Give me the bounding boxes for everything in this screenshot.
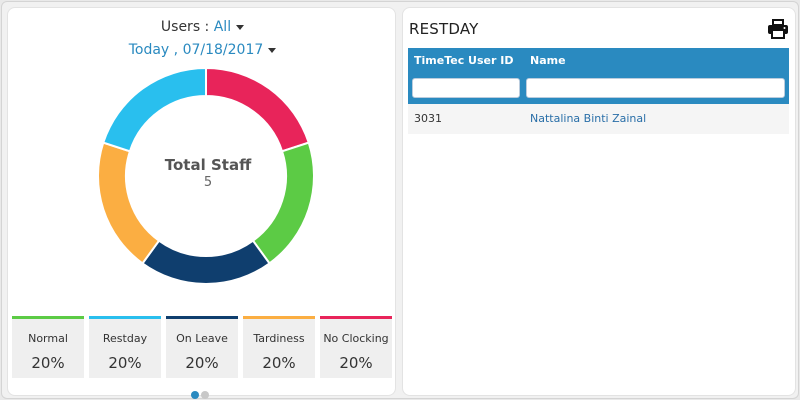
users-filter-value[interactable]: All (213, 19, 232, 35)
donut-center-title: Total Staff (164, 156, 252, 174)
donut-segment-no-clocking[interactable] (205, 66, 310, 153)
staff-donut-chart (97, 66, 315, 285)
stat-color-bar (166, 316, 238, 319)
stat-label: Restday (102, 332, 148, 345)
restday-panel: RESTDAY TimeTec User ID Name 3031 Nattal… (402, 7, 796, 396)
restday-table: TimeTec User ID Name 3031 Nattalina Bint… (408, 48, 789, 134)
stat-card-restday[interactable]: Restday 20% (89, 316, 161, 378)
stat-color-bar (89, 316, 161, 319)
stat-label: Tardiness (253, 332, 305, 345)
column-header-name[interactable]: Name (530, 54, 566, 67)
user-id-filter-input[interactable] (412, 78, 520, 98)
printer-icon[interactable] (767, 19, 789, 39)
stat-value: 20% (185, 354, 219, 372)
stat-card-normal[interactable]: Normal 20% (12, 316, 84, 378)
stat-card-on-leave[interactable]: On Leave 20% (166, 316, 238, 378)
users-filter[interactable]: Users : All (8, 19, 397, 35)
stat-value: 20% (339, 354, 373, 372)
stat-value: 20% (31, 354, 65, 372)
stat-color-bar (243, 316, 315, 319)
donut-center-value: 5 (203, 175, 213, 190)
stat-card-no-clocking[interactable]: No Clocking 20% (320, 316, 392, 378)
table-row[interactable]: 3031 Nattalina Binti Zainal (408, 104, 789, 134)
stat-label: On Leave (176, 332, 228, 345)
chevron-down-icon[interactable] (236, 24, 245, 30)
stat-cards: Normal 20% Restday 20% On Leave 20% Tard… (12, 316, 393, 378)
cell-name[interactable]: Nattalina Binti Zainal (530, 112, 647, 125)
carousel-pager (191, 384, 211, 400)
stat-value: 20% (262, 354, 296, 372)
stat-label: No Clocking (323, 332, 389, 345)
pager-dot-2[interactable] (201, 391, 209, 399)
stat-value: 20% (108, 354, 142, 372)
date-filter-prefix: Today , (128, 42, 183, 58)
donut-segment-restday[interactable] (102, 66, 207, 153)
donut-segment-on-leave[interactable] (141, 239, 271, 285)
chevron-down-icon[interactable] (268, 47, 277, 53)
stat-card-tardiness[interactable]: Tardiness 20% (243, 316, 315, 378)
stat-color-bar (12, 316, 84, 319)
staff-summary-panel: Users : All Today , 07/18/2017 Total Sta… (7, 7, 397, 399)
pager-dot-1[interactable] (191, 391, 199, 399)
stat-color-bar (320, 316, 392, 319)
table-filter-row (408, 74, 789, 104)
users-filter-label: Users : (160, 19, 214, 35)
date-filter[interactable]: Today , 07/18/2017 (8, 42, 397, 58)
cell-user-id: 3031 (414, 112, 442, 125)
column-header-user-id[interactable]: TimeTec User ID (414, 54, 514, 67)
name-filter-input[interactable] (526, 78, 785, 98)
table-header: TimeTec User ID Name (408, 48, 789, 74)
stat-label: Normal (28, 332, 68, 345)
restday-title: RESTDAY (409, 20, 479, 38)
date-filter-value[interactable]: 07/18/2017 (182, 42, 264, 58)
